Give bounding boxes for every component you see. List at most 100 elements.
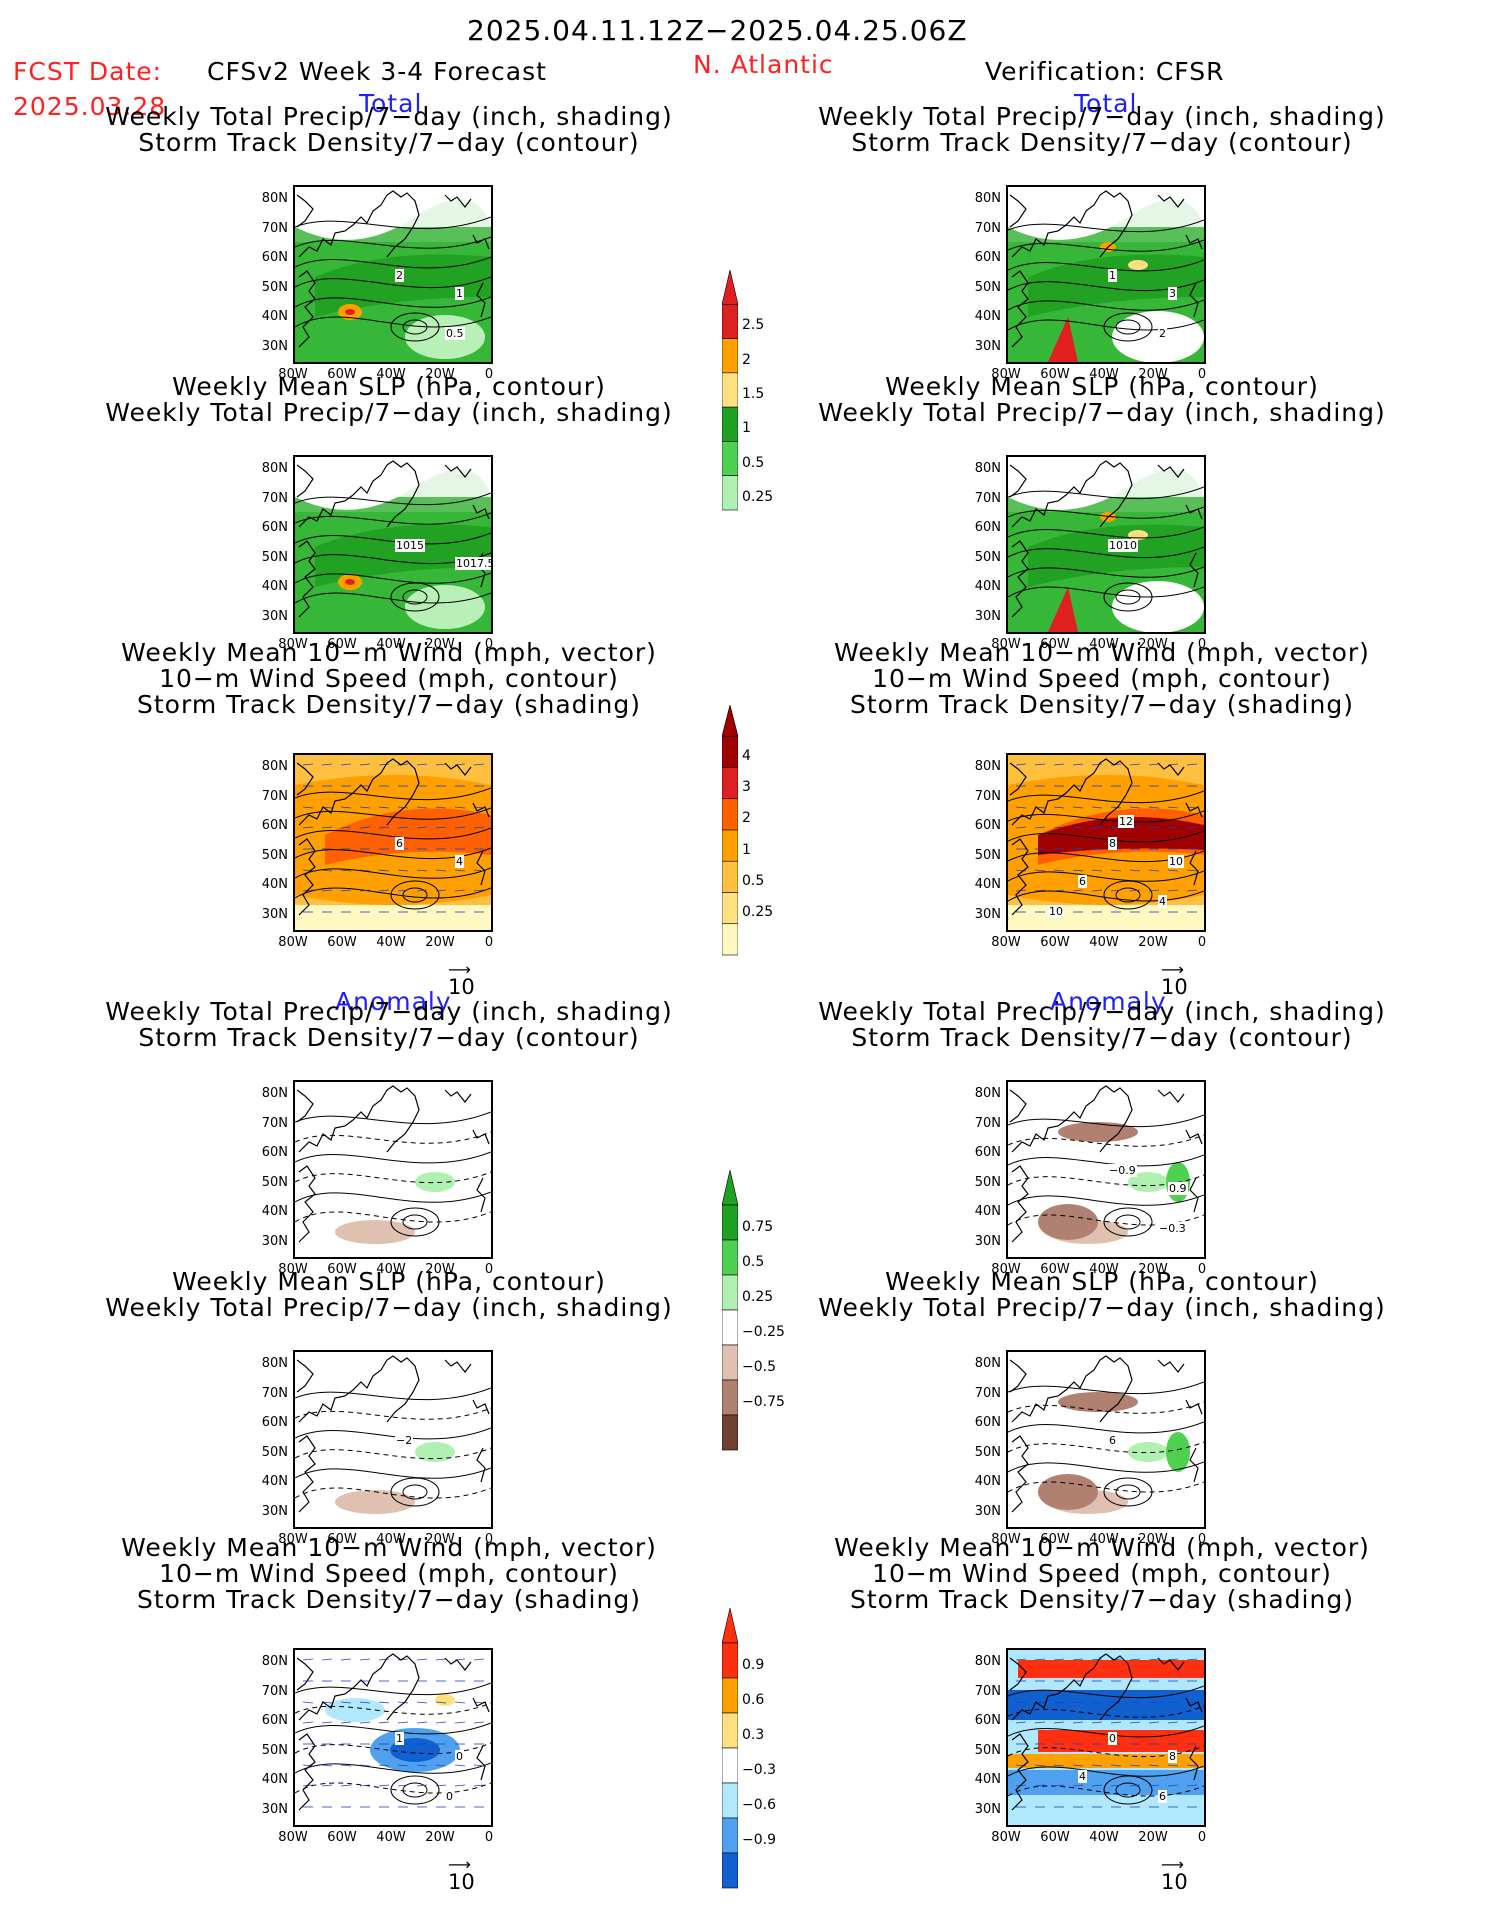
lat-tick-label: 80N xyxy=(261,461,288,476)
lon-tick-label: 0 xyxy=(484,1532,494,1547)
lat-tick-label: 50N xyxy=(261,279,288,295)
map-panel-fa-slp: −2 xyxy=(293,1350,493,1529)
panel-title-line: Weekly Mean 10−m Wind (mph, vector) xyxy=(121,1533,657,1562)
lat-tick-label: 70N xyxy=(261,220,288,236)
map-panel-vt-wind: 8 10 4 6 10 12 xyxy=(1006,753,1206,932)
lat-tick-label: 60N xyxy=(974,1145,1001,1160)
lat-tick-label: 70N xyxy=(974,1385,1001,1401)
contour-label: 1015 xyxy=(395,539,425,552)
contour-label: −0.9 xyxy=(1108,1164,1137,1177)
panel-title-line: Storm Track Density/7−day (contour) xyxy=(851,128,1353,157)
panel-title-line: Weekly Total Precip/7−day (inch, shading… xyxy=(818,997,1386,1026)
map-panel-fa-wind: 1 0 0 xyxy=(293,1648,493,1827)
lon-tick-label: 20W xyxy=(1138,1532,1168,1547)
lon-tick-label: 60W xyxy=(1040,367,1070,382)
lat-tick-label: 40N xyxy=(261,1474,288,1489)
colorbar-label: 2 xyxy=(742,351,751,368)
lat-tick-label: 40N xyxy=(261,309,288,324)
contour-label: 6 xyxy=(395,837,404,850)
panel-title-line: Storm Track Density/7−day (shading) xyxy=(850,1585,1354,1614)
colorbar-label: 0.75 xyxy=(742,1218,774,1235)
lat-tick-label: 40N xyxy=(974,579,1001,594)
verification-title: Verification: CFSR xyxy=(985,57,1225,86)
lon-tick-label: 80W xyxy=(991,1262,1021,1277)
lat-tick-label: 50N xyxy=(261,1444,288,1460)
panel-title-line: Storm Track Density/7−day (contour) xyxy=(138,1023,640,1052)
lat-tick-label: 30N xyxy=(974,1233,1001,1249)
lat-tick-label: 50N xyxy=(974,279,1001,295)
panel-title-line: Weekly Mean SLP (hPa, contour) xyxy=(172,1267,606,1296)
contour-label: 4 xyxy=(1078,1770,1087,1783)
panel-title-line: Weekly Total Precip/7−day (inch, shading… xyxy=(105,1293,673,1322)
contour-label: 2 xyxy=(1158,327,1167,340)
lon-tick-label: 40W xyxy=(376,367,406,382)
lon-tick-label: 40W xyxy=(376,637,406,652)
lat-tick-label: 30N xyxy=(974,338,1001,354)
contour-label: 4 xyxy=(455,855,464,868)
vector-reference: ⟶ 10 xyxy=(448,1855,475,1895)
colorbar-precip_anom xyxy=(721,1169,739,1474)
lat-tick-label: 80N xyxy=(261,191,288,206)
model-title: CFSv2 Week 3-4 Forecast xyxy=(207,57,547,86)
colorbar-label: 0.25 xyxy=(742,488,774,505)
lon-tick-label: 0 xyxy=(484,935,494,950)
lat-tick-label: 30N xyxy=(261,1801,288,1817)
lat-tick-label: 50N xyxy=(974,847,1001,863)
lon-tick-label: 0 xyxy=(1197,1532,1207,1547)
lat-tick-label: 80N xyxy=(974,1086,1001,1101)
lon-tick-label: 20W xyxy=(425,935,455,950)
lon-tick-label: 0 xyxy=(1197,1830,1207,1845)
fcst-date-label: FCST Date: xyxy=(13,57,163,86)
contour-label: 0.9 xyxy=(1168,1182,1188,1195)
colorbar-label: 3 xyxy=(742,779,751,796)
lon-tick-label: 60W xyxy=(327,1830,357,1845)
lon-tick-label: 60W xyxy=(1040,1830,1070,1845)
lat-tick-label: 40N xyxy=(261,877,288,892)
lon-tick-label: 40W xyxy=(1089,1830,1119,1845)
lat-tick-label: 40N xyxy=(261,1772,288,1787)
lat-tick-label: 80N xyxy=(974,1356,1001,1371)
lon-tick-label: 0 xyxy=(484,367,494,382)
colorbar-precip_total xyxy=(721,269,739,534)
panel-title-line: Weekly Mean SLP (hPa, contour) xyxy=(885,372,1319,401)
lon-tick-label: 0 xyxy=(484,637,494,652)
lat-tick-label: 30N xyxy=(974,906,1001,922)
lat-tick-label: 50N xyxy=(974,549,1001,565)
lon-tick-label: 40W xyxy=(1089,637,1119,652)
lat-tick-label: 50N xyxy=(261,1742,288,1758)
lat-tick-label: 60N xyxy=(261,1713,288,1728)
lon-tick-label: 80W xyxy=(991,367,1021,382)
lon-tick-label: 80W xyxy=(991,1532,1021,1547)
lat-tick-label: 70N xyxy=(974,490,1001,506)
lat-tick-label: 40N xyxy=(261,1204,288,1219)
verification-total-label: Total xyxy=(1074,89,1138,118)
lon-tick-label: 80W xyxy=(278,1532,308,1547)
lon-tick-label: 20W xyxy=(1138,1830,1168,1845)
map-panel-va-precip: −0.9 0.9 −0.3 xyxy=(1006,1080,1206,1259)
lat-tick-label: 30N xyxy=(974,1503,1001,1519)
lon-tick-label: 80W xyxy=(278,1262,308,1277)
panel-title-line: 10−m Wind Speed (mph, contour) xyxy=(872,664,1332,693)
colorbar-label: 0.5 xyxy=(742,1253,765,1270)
contour-label: 1 xyxy=(395,1732,404,1745)
lon-tick-label: 60W xyxy=(1040,1262,1070,1277)
colorbar-label: −0.3 xyxy=(742,1761,776,1778)
panel-title-line: 10−m Wind Speed (mph, contour) xyxy=(159,664,619,693)
lon-tick-label: 80W xyxy=(991,1830,1021,1845)
contour-label: 8 xyxy=(1108,837,1117,850)
contour-label: 4 xyxy=(1158,895,1167,908)
lon-tick-label: 20W xyxy=(1138,1262,1168,1277)
colorbar-label: −0.9 xyxy=(742,1831,776,1848)
colorbar-label: 1 xyxy=(742,841,751,858)
lat-tick-label: 60N xyxy=(974,1415,1001,1430)
colorbar-label: 0.6 xyxy=(742,1691,765,1708)
lat-tick-label: 70N xyxy=(261,1115,288,1131)
panel-title-line: Weekly Mean 10−m Wind (mph, vector) xyxy=(834,1533,1370,1562)
lon-tick-label: 60W xyxy=(1040,935,1070,950)
vector-reference-value: 10 xyxy=(1161,1870,1188,1894)
lon-tick-label: 20W xyxy=(1138,637,1168,652)
lon-tick-label: 60W xyxy=(1040,1532,1070,1547)
lon-tick-label: 40W xyxy=(376,935,406,950)
colorbar-label: 0.9 xyxy=(742,1656,765,1673)
map-panel-vt-slp: 1010 xyxy=(1006,455,1206,634)
